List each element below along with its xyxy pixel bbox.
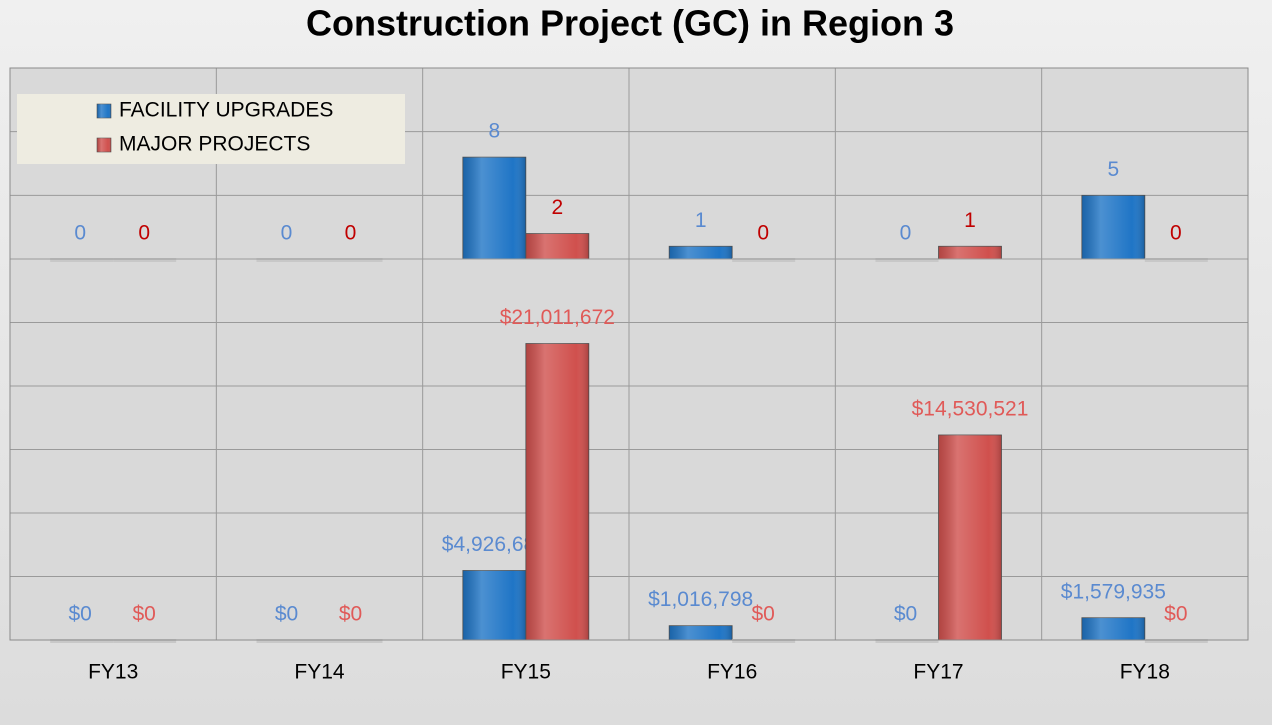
data-label: $0 bbox=[68, 603, 91, 626]
bar-shine bbox=[938, 434, 1002, 640]
data-label: $0 bbox=[339, 603, 362, 626]
x-tick-label: FY18 bbox=[1120, 661, 1170, 684]
bar-shadow bbox=[1144, 639, 1208, 643]
data-label: $0 bbox=[1164, 603, 1187, 626]
bar-shine bbox=[525, 343, 589, 640]
data-label: 1 bbox=[695, 209, 707, 232]
data-label: $0 bbox=[132, 603, 155, 626]
bar-shadow bbox=[319, 258, 383, 262]
x-tick-label: FY15 bbox=[501, 661, 551, 684]
data-label: 0 bbox=[281, 222, 293, 245]
bar-shine bbox=[669, 246, 733, 259]
legend-label: MAJOR PROJECTS bbox=[119, 133, 310, 156]
data-label: 0 bbox=[74, 222, 86, 245]
bar-shadow bbox=[319, 639, 383, 643]
data-label: 8 bbox=[488, 120, 500, 143]
bar-shine bbox=[938, 246, 1002, 259]
bar-shadow bbox=[113, 639, 177, 643]
data-label: 0 bbox=[138, 222, 150, 245]
x-tick-label: FY16 bbox=[707, 661, 757, 684]
bar-shadow bbox=[1144, 258, 1208, 262]
legend-swatch-shine bbox=[97, 138, 111, 152]
data-label: $4,926,689 bbox=[442, 533, 547, 556]
data-label: $1,016,798 bbox=[648, 588, 753, 611]
bar-shadow bbox=[875, 639, 939, 643]
data-label: 0 bbox=[757, 222, 769, 245]
bar-shadow bbox=[50, 639, 114, 643]
data-label: 0 bbox=[345, 222, 357, 245]
bar-shine bbox=[1081, 195, 1145, 259]
bar-shine bbox=[462, 570, 526, 640]
bar-shadow bbox=[732, 258, 796, 262]
data-label: $0 bbox=[275, 603, 298, 626]
data-label: 2 bbox=[551, 196, 563, 219]
bar-shine bbox=[669, 625, 733, 640]
legend-swatch-shine bbox=[97, 104, 111, 118]
bar-shine bbox=[462, 157, 526, 259]
data-label: 0 bbox=[900, 222, 912, 245]
data-label: $14,530,521 bbox=[912, 398, 1029, 421]
plot-border bbox=[9, 67, 1249, 641]
data-label: $0 bbox=[894, 603, 917, 626]
x-tick-label: FY14 bbox=[294, 661, 345, 684]
legend-label: FACILITY UPGRADES bbox=[119, 99, 333, 122]
bar-shadow bbox=[256, 639, 320, 643]
bar-shadow bbox=[875, 258, 939, 262]
data-label: 1 bbox=[964, 209, 976, 232]
data-label: $21,011,672 bbox=[500, 306, 615, 329]
bar-shadow bbox=[113, 258, 177, 262]
legend bbox=[17, 94, 405, 164]
data-label: $0 bbox=[751, 603, 774, 626]
x-tick-label: FY17 bbox=[913, 661, 963, 684]
data-label: $1,579,935 bbox=[1061, 580, 1166, 603]
chart-title: Construction Project (GC) in Region 3 bbox=[306, 3, 954, 44]
x-tick-label: FY13 bbox=[88, 661, 138, 684]
bar-shadow bbox=[732, 639, 796, 643]
bar-shadow bbox=[50, 258, 114, 262]
data-label: 0 bbox=[1170, 222, 1182, 245]
data-label: 5 bbox=[1107, 158, 1119, 181]
bar-shadow bbox=[256, 258, 320, 262]
bar-shine bbox=[1081, 617, 1145, 640]
bar-shine bbox=[525, 233, 589, 259]
